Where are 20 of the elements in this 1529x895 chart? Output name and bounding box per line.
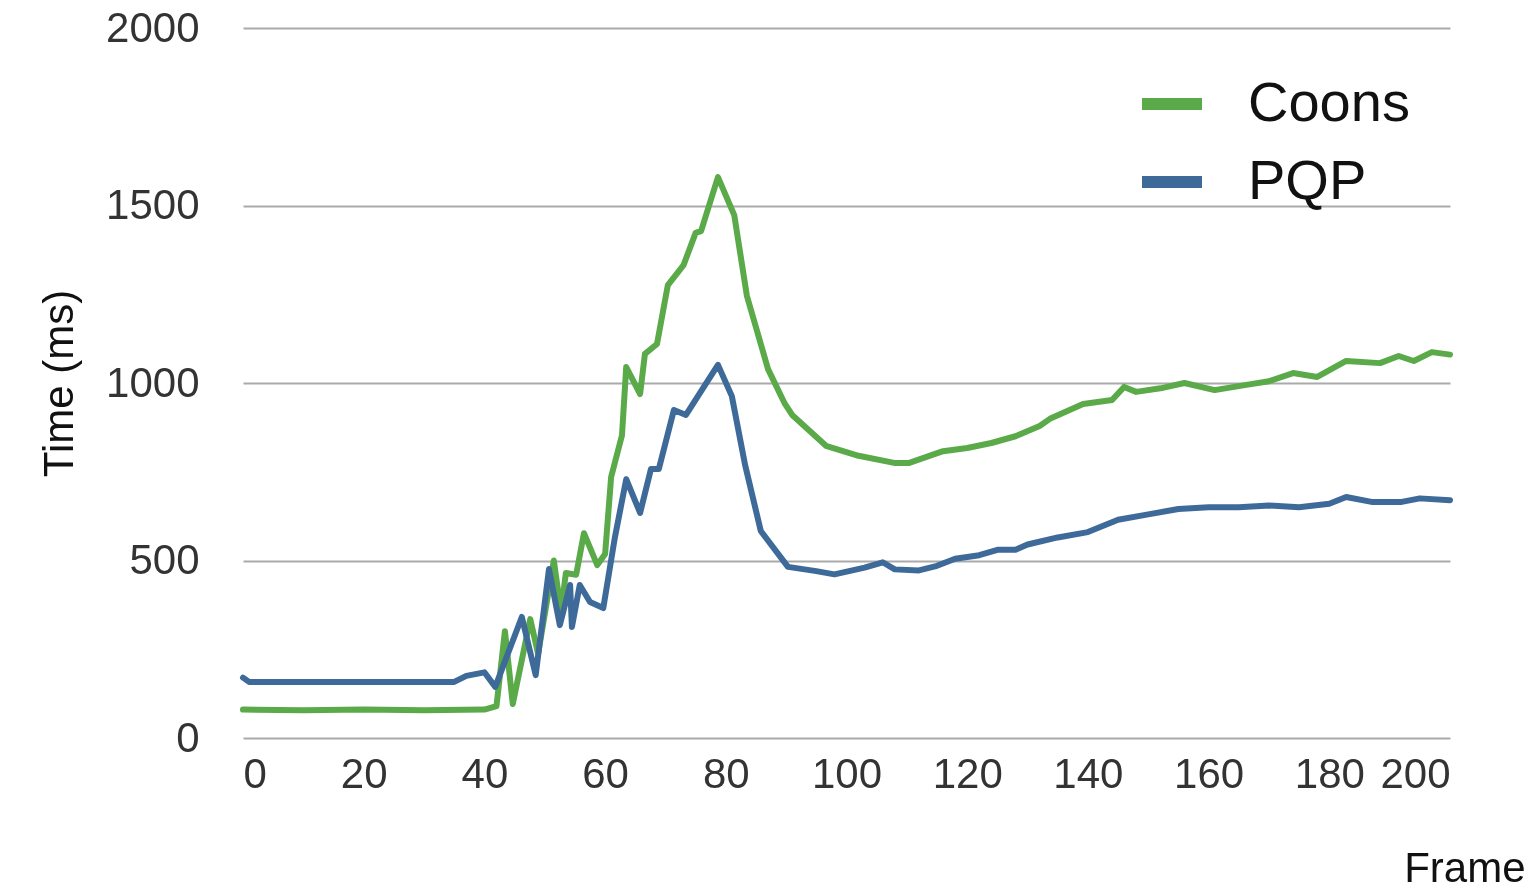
x-tick-label: 20 [340,749,388,797]
x-tick-label: 140 [1053,749,1124,797]
x-tick-label: 160 [1174,749,1245,797]
y-tick-label: 0 [176,713,200,761]
x-tick-label: 0 [243,749,267,797]
legend-label: PQP [1248,148,1367,211]
x-tick-label: 100 [811,749,883,797]
y-tick-label: 500 [129,536,200,583]
x-tick-label: 180 [1294,749,1365,797]
y-tick-label: 2000 [106,3,200,51]
y-tick-label: 1500 [106,181,200,228]
x-tick-label: 60 [582,749,629,797]
y-tick-label: 1000 [106,358,200,406]
x-tick-label: 200 [1380,749,1451,797]
x-tick-label: 80 [702,749,750,797]
x-tick-label: 120 [932,749,1003,797]
y-axis-title: Time (ms) [35,289,83,478]
legend-label: Coons [1248,70,1410,133]
x-tick-label: 40 [461,749,509,797]
x-axis-title: Frame [1404,843,1526,891]
